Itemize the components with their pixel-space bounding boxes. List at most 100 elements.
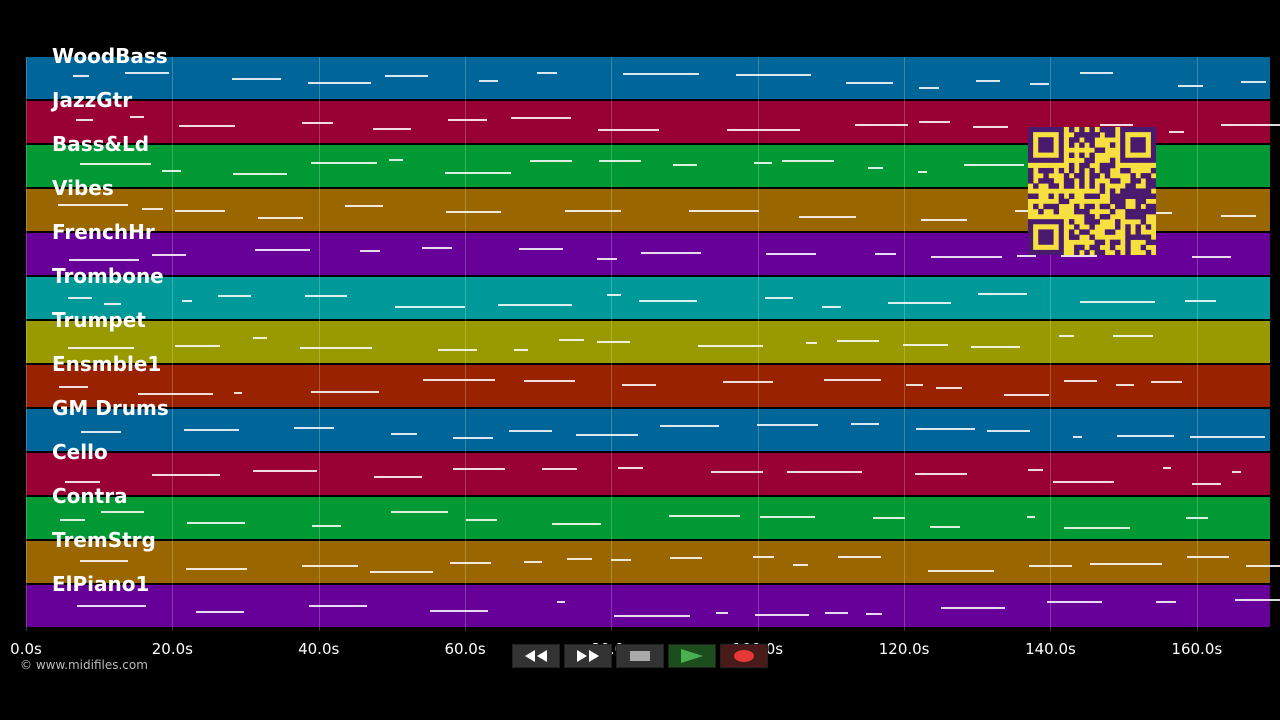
- track-label: WoodBass: [52, 44, 168, 68]
- track-row[interactable]: [26, 277, 1270, 319]
- note: [976, 79, 1001, 82]
- note: [1061, 255, 1098, 258]
- note: [130, 115, 145, 118]
- note: [453, 468, 506, 471]
- note: [617, 467, 643, 470]
- note: [67, 346, 134, 349]
- timeline-gridline: [26, 57, 27, 631]
- copyright-text: © www.midifiles.com: [20, 658, 148, 672]
- note: [787, 470, 862, 473]
- note: [641, 251, 702, 254]
- note: [186, 568, 247, 571]
- rewind-button[interactable]: [512, 644, 560, 668]
- play-button[interactable]: [668, 644, 716, 668]
- note: [1185, 516, 1209, 519]
- note: [756, 424, 818, 427]
- track-row[interactable]: [26, 541, 1280, 583]
- timeline-tick-label: 60.0s: [444, 640, 486, 658]
- timeline-gridline: [465, 57, 467, 631]
- note: [429, 610, 489, 613]
- note: [103, 302, 121, 305]
- note: [597, 128, 660, 131]
- note: [370, 570, 434, 573]
- note: [523, 380, 575, 382]
- note: [1192, 482, 1221, 485]
- note: [736, 74, 811, 77]
- note: [75, 118, 94, 121]
- note: [1162, 467, 1172, 470]
- track-row[interactable]: [26, 497, 1270, 539]
- note: [450, 562, 492, 565]
- note: [72, 74, 89, 77]
- note: [509, 429, 553, 432]
- note: [152, 254, 187, 257]
- timeline-gridline: [1050, 57, 1052, 631]
- note: [218, 294, 251, 297]
- note: [558, 338, 584, 341]
- note: [174, 210, 225, 213]
- track-row[interactable]: [26, 321, 1270, 363]
- note: [823, 379, 882, 382]
- note: [304, 294, 347, 297]
- track-label: Bass&Ld: [52, 132, 150, 156]
- timeline-tick-label: 140.0s: [1025, 640, 1076, 658]
- note: [754, 613, 810, 616]
- note: [1221, 124, 1280, 127]
- note: [851, 423, 880, 425]
- stop-button[interactable]: [616, 644, 664, 668]
- note: [552, 523, 602, 526]
- note: [1053, 480, 1114, 483]
- note: [77, 604, 147, 607]
- note: [529, 159, 573, 162]
- note: [836, 339, 879, 342]
- note: [798, 215, 856, 218]
- note: [1234, 599, 1280, 602]
- fast-forward-button[interactable]: [564, 644, 612, 668]
- note: [622, 383, 657, 386]
- note: [231, 77, 281, 80]
- track-label: TremStrg: [52, 528, 156, 552]
- note: [837, 556, 882, 559]
- note: [125, 72, 169, 75]
- track-row[interactable]: [26, 453, 1270, 495]
- note: [846, 81, 893, 84]
- note: [1079, 300, 1155, 303]
- timeline-gridline: [904, 57, 906, 631]
- note: [372, 128, 412, 131]
- track-row[interactable]: [26, 57, 1270, 99]
- note: [142, 207, 164, 210]
- note: [906, 384, 923, 387]
- note: [308, 81, 371, 84]
- note: [606, 294, 621, 297]
- track-row[interactable]: [26, 365, 1270, 407]
- note: [253, 337, 268, 340]
- note: [385, 74, 429, 77]
- note: [672, 163, 697, 166]
- timeline-gridline: [172, 57, 174, 631]
- record-button[interactable]: [720, 644, 768, 668]
- note: [1063, 526, 1130, 529]
- note: [611, 559, 631, 562]
- stop-icon: [630, 651, 650, 661]
- note: [181, 299, 192, 302]
- note: [567, 557, 593, 560]
- note: [1246, 565, 1280, 568]
- note: [58, 204, 128, 207]
- note: [1099, 124, 1133, 127]
- track-label: GM Drums: [52, 396, 169, 420]
- note: [497, 303, 572, 306]
- fast-forward-icon: [577, 650, 599, 662]
- note: [478, 79, 498, 82]
- note: [360, 250, 380, 253]
- note: [1115, 384, 1134, 387]
- track-label: ElPiano1: [52, 572, 150, 596]
- note: [978, 293, 1027, 296]
- note: [597, 340, 630, 343]
- note: [389, 159, 403, 162]
- note: [753, 556, 774, 559]
- note: [918, 171, 927, 174]
- track-row[interactable]: [26, 585, 1280, 627]
- track-row[interactable]: [26, 409, 1270, 451]
- note: [1026, 516, 1036, 519]
- note: [865, 612, 883, 615]
